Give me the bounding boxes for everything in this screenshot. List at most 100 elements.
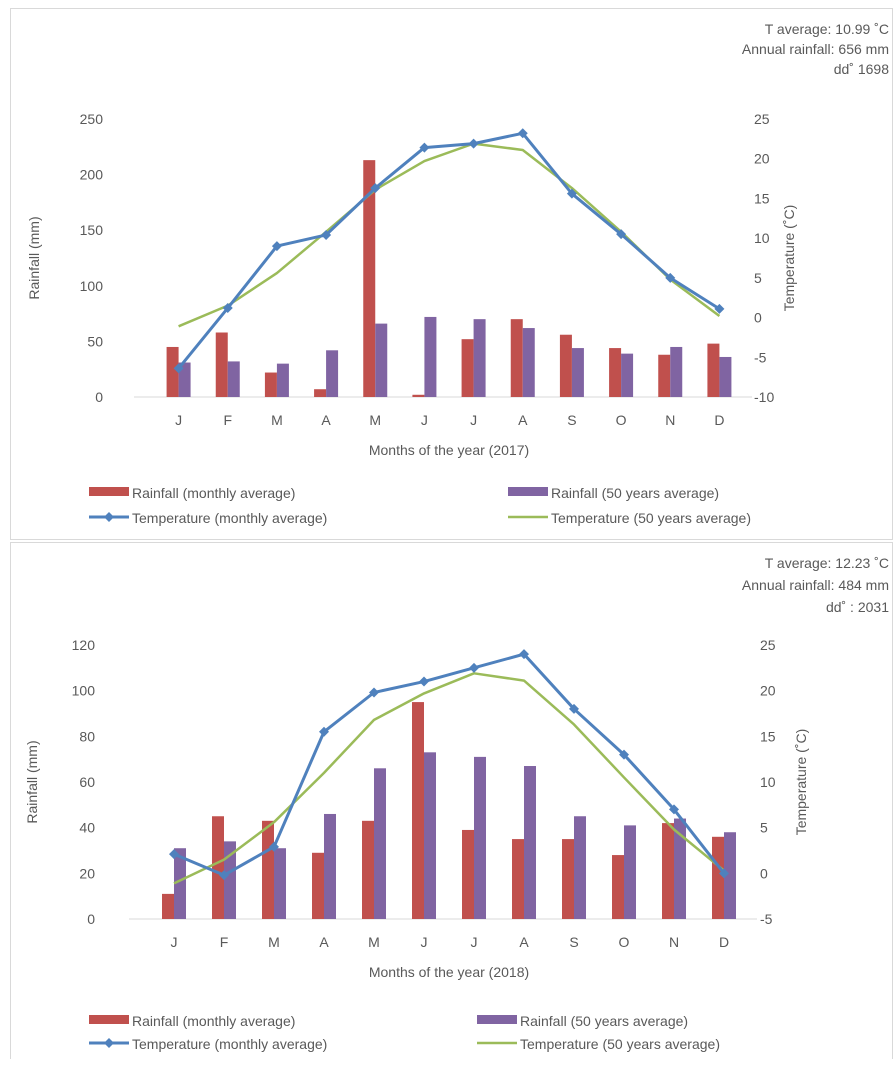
- y2-tick-label: 5: [760, 820, 768, 836]
- point-temperature-monthly: [669, 804, 679, 815]
- bar-rainfall-50yr: [473, 319, 486, 397]
- point-temperature-monthly: [219, 870, 229, 881]
- x-tick-label: J: [421, 412, 428, 428]
- y-tick-label: 40: [79, 820, 95, 836]
- chart-2018-svg: T average: 12.23 ˚C Annual rainfall: 484 …: [24, 555, 889, 1052]
- bar-rainfall-monthly: [412, 702, 424, 919]
- legend-swatch: [89, 1015, 129, 1024]
- x-axis-title: Months of the year (2018): [369, 964, 529, 980]
- point-temperature-monthly: [319, 726, 329, 737]
- bar-rainfall-50yr: [674, 818, 686, 919]
- legend-label: Temperature (monthly average): [132, 510, 327, 526]
- stat-line: dd˚ 1698: [834, 61, 889, 77]
- point-temperature-monthly: [321, 229, 332, 240]
- point-temperature-monthly: [665, 272, 676, 283]
- bar-rainfall-monthly: [212, 816, 224, 919]
- point-temperature-monthly: [419, 676, 429, 687]
- bar-rainfall-50yr: [424, 316, 437, 397]
- bar-rainfall-monthly: [462, 829, 474, 919]
- bar-rainfall-monthly: [658, 354, 671, 397]
- bar-rainfall-50yr: [624, 825, 636, 919]
- bar-rainfall-50yr: [274, 848, 286, 919]
- bar-rainfall-monthly: [215, 332, 228, 397]
- bar-rainfall-monthly: [412, 394, 425, 397]
- y2-tick-label: 25: [754, 111, 770, 127]
- legend-label: Rainfall (50 years average): [520, 1013, 688, 1029]
- chart-2017-svg: T average: 10.99 ˚C Annual rainfall: 656 …: [26, 21, 889, 526]
- point-temperature-monthly: [469, 662, 479, 673]
- point-temperature-monthly: [419, 142, 430, 153]
- x-tick-label: A: [519, 934, 529, 950]
- bar-rainfall-monthly: [510, 319, 523, 397]
- bar-rainfall-monthly: [562, 839, 574, 919]
- point-temperature-monthly: [616, 229, 627, 240]
- bar-rainfall-monthly: [662, 823, 674, 919]
- stat-line: Annual rainfall: 656 mm: [742, 41, 889, 57]
- legend-swatch: [89, 487, 129, 496]
- x-tick-label: S: [569, 934, 578, 950]
- x-tick-label: A: [321, 412, 331, 428]
- chart-panel-2017: T average: 10.99 ˚C Annual rainfall: 656 …: [10, 8, 893, 540]
- bar-rainfall-monthly: [512, 839, 524, 919]
- point-temperature-monthly: [719, 868, 729, 879]
- bar-rainfall-50yr: [621, 353, 634, 397]
- point-temperature-monthly: [519, 649, 529, 660]
- y2-tick-label: 15: [754, 190, 770, 206]
- legend-label: Rainfall (50 years average): [551, 485, 719, 501]
- x-tick-label: N: [669, 934, 679, 950]
- point-temperature-monthly: [619, 749, 629, 760]
- bar-rainfall-monthly: [166, 346, 179, 397]
- point-temperature-monthly: [169, 849, 179, 860]
- y2-tick-label: 0: [760, 865, 768, 881]
- legend-swatch: [508, 487, 548, 496]
- x-tick-label: M: [268, 934, 280, 950]
- x-tick-label: M: [271, 412, 283, 428]
- y-tick-label: 0: [87, 911, 95, 927]
- y-tick-label: 100: [72, 683, 96, 699]
- bar-rainfall-50yr: [474, 756, 486, 919]
- y2-axis-title: Temperature (˚C): [781, 205, 797, 312]
- bar-rainfall-monthly: [559, 334, 572, 397]
- y-tick-label: 200: [80, 167, 104, 183]
- y2-tick-label: 0: [754, 310, 762, 326]
- x-tick-label: A: [319, 934, 329, 950]
- y2-tick-label: 20: [760, 683, 776, 699]
- y2-tick-label: 25: [760, 637, 776, 653]
- point-temperature-monthly: [271, 241, 282, 252]
- bar-rainfall-monthly: [162, 893, 174, 919]
- bar-rainfall-50yr: [174, 848, 186, 919]
- point-temperature-monthly: [714, 303, 725, 314]
- bar-rainfall-monthly: [363, 160, 376, 397]
- y-tick-label: 250: [80, 111, 104, 127]
- x-tick-label: A: [518, 412, 528, 428]
- y-tick-label: 50: [87, 333, 103, 349]
- y-tick-label: 120: [72, 637, 96, 653]
- x-tick-label: M: [368, 934, 380, 950]
- bar-rainfall-50yr: [571, 348, 584, 397]
- legend-swatch: [477, 1015, 517, 1024]
- x-tick-label: M: [369, 412, 381, 428]
- bar-rainfall-50yr: [276, 363, 289, 397]
- stat-line: T average: 10.99 ˚C: [765, 21, 889, 37]
- point-temperature-monthly: [517, 128, 528, 139]
- line-temperature-monthly: [173, 652, 726, 877]
- legend-label: Temperature (50 years average): [551, 510, 751, 526]
- x-tick-label: S: [567, 412, 576, 428]
- bar-rainfall-50yr: [524, 766, 536, 919]
- y-tick-label: 80: [79, 728, 95, 744]
- y-tick-label: 20: [79, 865, 95, 881]
- legend-label: Rainfall (monthly average): [132, 1013, 295, 1029]
- point-temperature-monthly: [369, 687, 379, 698]
- x-tick-label: N: [665, 412, 675, 428]
- bar-rainfall-50yr: [670, 346, 683, 397]
- chart-panel-2018: T average: 12.23 ˚C Annual rainfall: 484 …: [10, 542, 893, 1059]
- y2-tick-label: 10: [754, 230, 770, 246]
- bar-rainfall-monthly: [314, 389, 327, 397]
- y2-tick-label: 10: [760, 774, 776, 790]
- x-tick-label: J: [421, 934, 428, 950]
- y2-tick-label: -5: [754, 349, 767, 365]
- y2-tick-label: 20: [754, 151, 770, 167]
- bar-rainfall-50yr: [724, 832, 736, 919]
- x-tick-label: D: [714, 412, 724, 428]
